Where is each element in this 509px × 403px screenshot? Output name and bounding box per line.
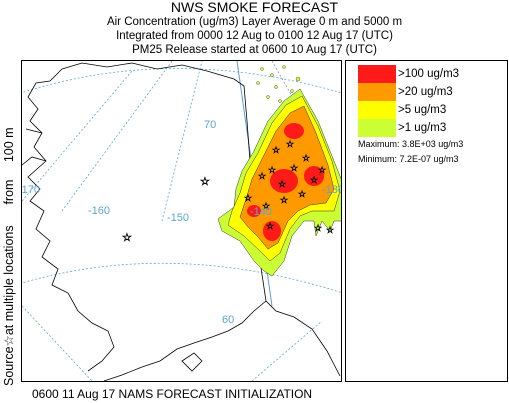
minimum-value: Minimum: 7.2E-07 ug/m3 <box>358 154 459 164</box>
fire-sources: ☆ ☆ ☆ ☆ ☆ ☆ ☆ ☆ ☆ ☆ ☆ ☆ ☆ ☆ ☆ ☆ ☆ ☆ <box>122 139 335 245</box>
fire-source-star-icon: ☆ <box>200 176 210 188</box>
maximum-value: Maximum: 3.8E+03 ug/m3 <box>358 139 464 149</box>
fire-source-star-icon: ☆ <box>272 145 280 155</box>
legend-swatch-5 <box>358 101 396 119</box>
legend-swatch-1 <box>358 119 396 137</box>
latitude-label-60: 60 <box>222 314 234 326</box>
subtitle-integration: Integrated from 0000 12 Aug to 0100 12 A… <box>116 30 393 42</box>
side-label-source: Source <box>2 346 16 386</box>
legend-item-5: >5 ug/m3 <box>358 101 446 119</box>
alaska-coastline <box>27 62 341 381</box>
side-label-from: from <box>2 179 16 205</box>
longitude-line-160 <box>61 61 173 212</box>
map-panel: ☆ ☆ ☆ ☆ ☆ ☆ ☆ ☆ ☆ ☆ ☆ ☆ ☆ ☆ ☆ ☆ ☆ ☆ -170… <box>21 60 342 382</box>
legend-label-1: >1 ug/m3 <box>398 122 447 134</box>
side-label-locations: at multiple locations <box>2 225 16 336</box>
legend-label-100: >100 ug/m3 <box>398 68 460 80</box>
source-star-icon: ☆ <box>2 335 16 347</box>
fire-source-star-icon: ☆ <box>314 223 322 233</box>
legend-item-1: >1 ug/m3 <box>358 119 446 137</box>
legend-label-5: >5 ug/m3 <box>398 104 447 116</box>
fire-source-star-icon: ☆ <box>310 175 318 185</box>
legend-swatch-20 <box>358 83 396 101</box>
legend-swatch-100 <box>358 65 396 83</box>
fire-source-star-icon: ☆ <box>326 225 334 235</box>
legend-item-20: >20 ug/m3 <box>358 83 453 101</box>
source-side-label: Source ☆ at multiple locations from 100 … <box>1 56 17 386</box>
alaska-map: ☆ ☆ ☆ ☆ ☆ ☆ ☆ ☆ ☆ ☆ ☆ ☆ ☆ ☆ ☆ ☆ ☆ ☆ -170… <box>22 61 342 381</box>
latitude-line-70 <box>22 68 341 94</box>
legend-label-20: >20 ug/m3 <box>398 86 453 98</box>
kodiak-island <box>181 352 203 372</box>
fire-source-star-icon: ☆ <box>278 179 286 189</box>
header: NWS SMOKE FORECAST Air Concentration (ug… <box>0 0 509 57</box>
latitude-label-70: 70 <box>204 119 216 131</box>
fire-source-star-icon: ☆ <box>318 165 326 175</box>
subtitle-release: PM25 Release started at 0600 10 Aug 17 (… <box>132 44 377 56</box>
small-smoke-dots <box>256 65 301 103</box>
forecast-initialization: 0600 11 Aug 17 NAMS FORECAST INITIALIZAT… <box>32 387 313 401</box>
longitude-label-170: -170 <box>22 184 40 196</box>
fire-source-star-icon: ☆ <box>280 195 288 205</box>
smoke-patch-100-center <box>270 169 298 193</box>
fire-source-star-icon: ☆ <box>290 163 298 173</box>
grid-line-lower-right <box>251 320 323 381</box>
smoke-patch-100-south <box>263 221 281 241</box>
fire-source-star-icon: ☆ <box>298 189 306 199</box>
grid-line-lower-left <box>22 305 93 381</box>
longitude-label-160: -160 <box>88 205 110 217</box>
longitude-line-150 <box>161 61 203 222</box>
seward-peninsula <box>22 128 47 166</box>
legend-panel: >100 ug/m3 >20 ug/m3 >5 ug/m3 >1 ug/m3 M… <box>345 60 508 382</box>
latitude-line-60 <box>22 262 341 293</box>
longitude-label-130: -130 <box>322 184 342 196</box>
longitude-line-170 <box>22 70 133 202</box>
longitude-label-150: -150 <box>167 212 189 224</box>
fire-source-star-icon: ☆ <box>302 153 310 163</box>
subtitle-concentration: Air Concentration (ug/m3) Layer Average … <box>106 16 403 28</box>
smoke-patch-100-north <box>284 123 304 139</box>
smoke-patch-100-west <box>247 205 261 217</box>
side-label-height: 100 m <box>2 127 16 163</box>
fire-source-star-icon: ☆ <box>244 193 252 203</box>
fire-source-star-icon: ☆ <box>122 232 132 244</box>
smoke-patch-100-east <box>304 166 324 186</box>
fire-source-star-icon: ☆ <box>268 165 276 175</box>
fire-source-star-icon: ☆ <box>266 221 274 231</box>
legend-item-100: >100 ug/m3 <box>358 65 459 83</box>
map-title: NWS SMOKE FORECAST <box>170 0 339 15</box>
fire-source-star-icon: ☆ <box>258 171 266 181</box>
fire-source-star-icon: ☆ <box>286 139 294 149</box>
longitude-label-140: -140 <box>250 206 272 218</box>
fire-source-star-icon: ☆ <box>262 201 270 211</box>
